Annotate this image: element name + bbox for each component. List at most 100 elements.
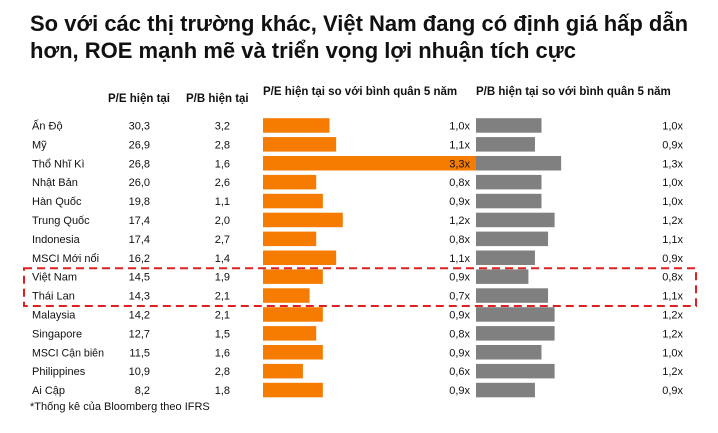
pe-relative-bar	[263, 345, 323, 360]
pb-value: 2,6	[215, 177, 230, 189]
pe-relative-bar	[263, 288, 310, 303]
row-label: Singapore	[32, 328, 82, 340]
row-label: MSCI Mới nổi	[32, 253, 99, 265]
pe-relative-label: 0,9x	[449, 347, 470, 359]
pb-relative-label: 0,9x	[662, 385, 683, 397]
pe-relative-label: 0,9x	[449, 309, 470, 321]
pb-value: 1,6	[215, 347, 230, 359]
pe-relative-bar	[263, 118, 330, 133]
pe-value: 30,3	[129, 120, 150, 132]
pb-value: 3,2	[215, 120, 230, 132]
row-label: Thái Lan	[32, 291, 75, 303]
pe-value: 17,4	[129, 215, 150, 227]
pe-relative-bar	[263, 231, 317, 247]
row-label: Hàn Quốc	[32, 196, 82, 208]
pe-relative-label: 0,9x	[449, 272, 470, 284]
pe-relative-label: 0,7x	[449, 291, 470, 303]
pb-relative-bar	[476, 174, 542, 190]
pb-relative-label: 1,0x	[662, 177, 683, 189]
pb-relative-bar	[476, 326, 555, 341]
pb-relative-bar	[476, 118, 542, 133]
pb-relative-bar	[476, 156, 562, 171]
pb-relative-bar	[476, 212, 555, 228]
pe-value: 14,5	[129, 272, 150, 284]
pb-relative-label: 0,8x	[662, 272, 683, 284]
pe-value: 10,9	[129, 366, 150, 378]
pb-relative-bar	[476, 250, 535, 265]
pb-relative-label: 0,9x	[662, 139, 683, 151]
pe-value: 26,0	[129, 177, 150, 189]
pe-relative-bar	[263, 307, 323, 322]
pb-relative-label: 0,9x	[662, 253, 683, 265]
pe-relative-label: 1,2x	[449, 215, 470, 227]
pb-value: 2,1	[215, 291, 230, 303]
row-label: Indonesia	[32, 234, 81, 246]
pb-value: 1,5	[215, 328, 230, 340]
pe-value: 16,2	[129, 253, 150, 265]
row-label: MSCI Cận biên	[32, 347, 104, 359]
pb-relative-bar	[476, 137, 535, 152]
pe-value: 26,9	[129, 139, 150, 151]
pb-relative-label: 1,1x	[662, 234, 683, 246]
pe-value: 17,4	[129, 234, 150, 246]
pe-relative-bar	[263, 193, 323, 209]
pb-value: 2,0	[215, 215, 230, 227]
pb-value: 1,9	[215, 272, 230, 284]
pe-value: 11,5	[129, 347, 150, 359]
pe-relative-label: 1,0x	[449, 120, 470, 132]
pe-value: 12,7	[129, 328, 150, 340]
pb-relative-label: 1,2x	[662, 309, 683, 321]
chart-title: So với các thị trường khác, Việt Nam đan…	[30, 11, 689, 63]
pe-relative-bar	[263, 174, 317, 190]
pe-value: 14,2	[129, 309, 150, 321]
pe-relative-label: 0,8x	[449, 328, 470, 340]
row-label: Ấn Độ	[32, 119, 63, 132]
pb-relative-bar	[476, 231, 549, 247]
highlight-box	[23, 267, 697, 308]
row-label: Philippines	[32, 366, 86, 378]
pb-relative-label: 1,0x	[662, 120, 683, 132]
row-label: Nhật Bản	[32, 177, 78, 189]
pb-value: 2,1	[215, 309, 230, 321]
pb-relative-bar	[476, 269, 529, 284]
row-label: Việt Nam	[32, 272, 77, 284]
pe-relative-label: 0,9x	[449, 385, 470, 397]
row-label: Mỹ	[32, 139, 47, 151]
pb-relative-bar	[476, 345, 542, 360]
pe-relative-bar	[263, 363, 303, 379]
header-pb-relative: P/B hiện tại so với bình quân 5 năm	[476, 86, 671, 98]
pe-relative-bar	[263, 156, 483, 171]
pe-relative-bar	[263, 269, 323, 284]
pe-relative-bar	[263, 326, 317, 341]
pb-relative-label: 1,2x	[662, 215, 683, 227]
pe-relative-bar	[263, 250, 337, 265]
pe-relative-label: 0,9x	[449, 196, 470, 208]
pb-value: 1,1	[215, 196, 230, 208]
pb-relative-bar	[476, 363, 555, 379]
pe-value: 8,2	[135, 385, 150, 397]
pe-value: 19,8	[129, 196, 150, 208]
pb-relative-bar	[476, 382, 535, 398]
pe-relative-label: 0,8x	[449, 177, 470, 189]
pb-relative-label: 1,2x	[662, 328, 683, 340]
row-label: Malaysia	[32, 309, 76, 321]
pb-value: 2,7	[215, 234, 230, 246]
header-pe-relative: P/E hiện tại so với bình quân 5 năm	[263, 86, 458, 98]
header-pe: P/E hiện tại	[108, 93, 170, 105]
pe-value: 14,3	[129, 291, 150, 303]
pe-relative-label: 0,8x	[449, 234, 470, 246]
pe-relative-bar	[263, 137, 337, 152]
pb-value: 2,8	[215, 366, 230, 378]
pe-relative-label: 1,1x	[449, 139, 470, 151]
pb-relative-label: 1,2x	[662, 366, 683, 378]
pb-value: 1,8	[215, 385, 230, 397]
pe-relative-bar	[263, 382, 323, 398]
pb-relative-bar	[476, 307, 555, 322]
pb-relative-label: 1,0x	[662, 347, 683, 359]
row-label: Ai Cập	[32, 385, 65, 397]
pb-relative-label: 1,1x	[662, 291, 683, 303]
pe-relative-bar	[263, 212, 343, 228]
pe-relative-label: 1,1x	[449, 253, 470, 265]
pe-relative-label: 0,6x	[449, 366, 470, 378]
